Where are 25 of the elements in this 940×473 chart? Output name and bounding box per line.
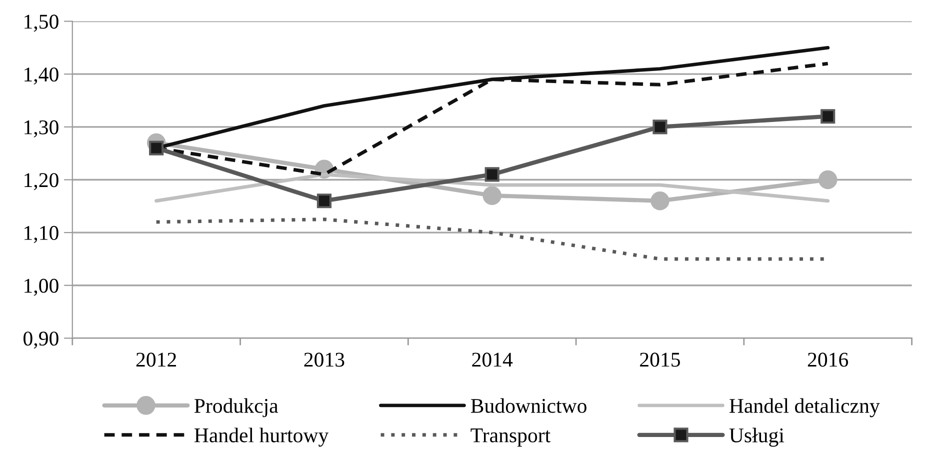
legend-label: Handel hurtowy — [194, 428, 329, 447]
point — [316, 194, 332, 208]
x-tick-label: 2012 — [136, 352, 176, 367]
x-tick-label: 2015 — [640, 352, 680, 367]
point — [818, 170, 838, 190]
x-tick-label: 2013 — [304, 352, 344, 367]
legend-label: Produkcja — [194, 398, 278, 418]
legend-label: Handel detaliczny — [730, 398, 880, 418]
legend-label: Budownictwo — [470, 398, 586, 413]
y-tick-label: 1,20 — [24, 173, 58, 190]
y-tick-label: 1,50 — [24, 14, 58, 32]
y-tick-label: 1,00 — [24, 278, 58, 296]
legend-label: Usługi — [729, 428, 784, 447]
point — [482, 186, 502, 205]
point — [652, 120, 668, 134]
y-tick-label: 0,90 — [24, 332, 58, 349]
x-tick-label: 2014 — [472, 352, 513, 367]
y-tick-label: 1,10 — [24, 226, 58, 243]
y-tick-label: 1,40 — [24, 67, 58, 85]
point — [820, 109, 836, 124]
x-tick-label: 2016 — [808, 352, 848, 367]
y-tick-label: 1,30 — [24, 120, 58, 138]
legend-label: Transport — [470, 428, 550, 447]
point — [650, 191, 670, 210]
point — [484, 167, 500, 182]
